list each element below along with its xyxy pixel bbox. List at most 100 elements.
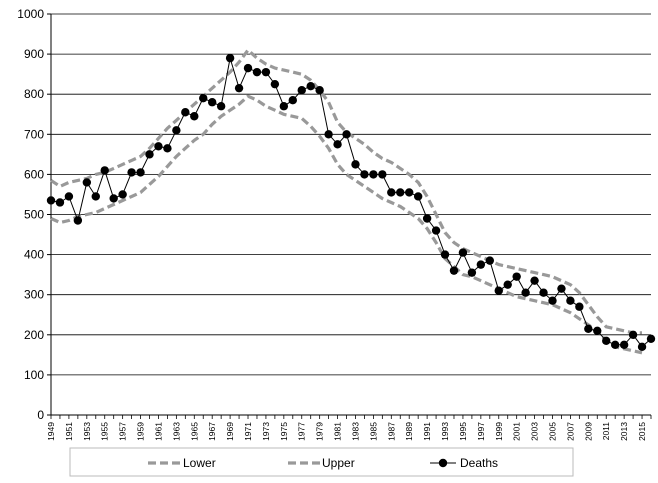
y-tick-label: 700 [24,127,44,141]
x-tick-label: 2005 [547,422,557,441]
series-deaths-point [163,144,172,153]
series-deaths-point [181,108,190,117]
series-deaths-point [422,214,432,223]
x-tick-label: 2001 [512,422,522,441]
series-deaths-point [118,190,127,199]
series-deaths-point [109,194,118,203]
x-tick-label: 1971 [243,422,253,441]
series-deaths-point [127,168,136,177]
x-tick-label: 1959 [136,422,146,441]
series-deaths-point [73,216,83,225]
series-deaths-point [458,248,468,257]
series-deaths-point [234,83,244,93]
x-axis-ticks: 1949 1951 1953 1955 1957 1959 1961 1963 1965 1967… [46,415,652,441]
series-deaths-point [637,342,647,352]
series-deaths-point [64,192,74,201]
series-deaths-point [216,102,226,111]
series-deaths-point [154,142,163,151]
x-tick-label: 1991 [422,422,432,441]
series-deaths-point [413,192,423,201]
series-deaths-point [100,166,109,175]
x-tick-label: 1969 [225,422,235,441]
legend-label-upper: Upper [322,456,355,470]
series-deaths-point [521,288,530,297]
legend-marker-deaths [438,458,448,468]
x-tick-label: 2015 [637,422,647,441]
y-tick-label: 0 [37,408,44,422]
series-deaths-point [261,67,271,77]
x-tick-label: 1981 [333,422,343,441]
series-deaths-point [619,340,629,350]
series-deaths-point [315,85,324,95]
y-tick-label: 300 [24,288,44,302]
series-deaths-point [333,140,342,149]
series-deaths-point [252,67,262,77]
series-deaths-point [306,81,315,91]
y-tick-label: 900 [24,47,44,61]
x-tick-label: 1953 [82,422,92,441]
series-deaths-point [199,94,208,103]
x-tick-label: 1967 [207,422,217,441]
x-tick-label: 1997 [476,422,486,441]
legend-label-deaths: Deaths [460,456,498,470]
series-deaths-point [494,286,503,295]
x-tick-label: 1965 [189,422,199,441]
x-tick-label: 1993 [440,422,450,441]
series-deaths-point [628,330,638,339]
x-tick-label: 1973 [261,422,271,441]
series-deaths-point [136,168,145,177]
series-layer [46,48,656,355]
series-deaths-point [440,250,450,259]
y-tick-label: 1000 [17,7,44,21]
y-tick-label: 400 [24,248,44,262]
series-deaths-point [557,284,566,293]
x-tick-label: 1983 [350,422,360,441]
series-deaths-point [288,96,297,105]
x-tick-label: 2011 [601,422,611,441]
series-deaths-point [467,268,477,277]
x-tick-label: 1989 [404,422,414,441]
series-deaths-point [539,288,548,297]
series-deaths-point [431,226,441,235]
x-tick-label: 1951 [64,422,74,441]
series-deaths-point [530,276,539,285]
series-deaths-point [190,112,199,121]
series-deaths-point [225,53,235,63]
x-tick-label: 1977 [297,422,307,441]
series-deaths-point [602,336,611,346]
series-deaths-point [91,192,100,201]
series-deaths-point [396,188,405,197]
series-deaths-point [279,102,289,111]
x-tick-label: 1975 [279,422,289,441]
x-tick-label: 1949 [46,422,56,441]
series-deaths-point [485,256,495,265]
x-tick-label: 1961 [153,422,163,441]
series-deaths-point [503,280,512,289]
series-deaths-point [243,63,253,73]
series-deaths-point [646,334,656,344]
series-deaths-point [46,196,56,205]
series-deaths-point [566,296,575,305]
x-tick-label: 1963 [171,422,181,441]
series-deaths-point [512,272,521,281]
y-tick-label: 800 [24,87,44,101]
x-tick-label: 1987 [386,422,396,441]
legend-label-lower: Lower [183,456,216,470]
y-axis-ticks: 0 100 200 300 400 500 600 700 800 900 1000 [17,7,51,422]
gridlines [51,13,651,416]
series-deaths-point [449,266,459,275]
series-deaths-point [360,170,369,179]
x-tick-label: 1957 [118,422,128,441]
x-tick-label: 2007 [565,422,575,441]
x-tick-label: 1985 [368,422,378,441]
x-tick-label: 1999 [494,422,504,441]
series-deaths-point [207,98,217,107]
x-tick-label: 2003 [530,422,540,441]
series-deaths-point [405,188,414,197]
series-deaths-point [342,130,351,139]
y-tick-label: 500 [24,208,44,222]
x-tick-label: 1995 [458,422,468,441]
x-tick-label: 2013 [619,422,629,441]
series-deaths-point [610,340,620,350]
x-tick-label: 1955 [100,422,110,441]
